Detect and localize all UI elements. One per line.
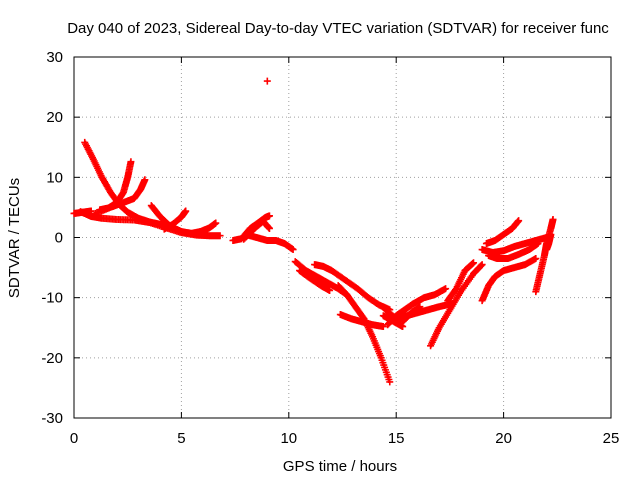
- grid: [74, 57, 611, 418]
- x-tick-label: 20: [495, 430, 512, 447]
- data-point: [263, 77, 271, 85]
- data-point: [534, 240, 542, 248]
- x-tick-label: 0: [70, 430, 78, 447]
- data-point: [477, 261, 485, 269]
- data-point: [478, 261, 486, 269]
- data-point: [265, 212, 273, 220]
- y-tick-label: -10: [41, 290, 63, 307]
- series-track-4: [91, 176, 149, 217]
- data-point: [547, 230, 555, 238]
- series-track-29: [543, 230, 555, 254]
- series-track-14: [296, 267, 334, 294]
- y-tick-label: 30: [46, 49, 63, 66]
- x-tick-label: 10: [280, 430, 297, 447]
- y-tick-label: 20: [46, 109, 63, 126]
- data-point: [416, 303, 424, 311]
- data-point: [470, 259, 478, 267]
- series-track-20: [381, 300, 456, 323]
- x-tick-label: 5: [177, 430, 185, 447]
- x-tick-label: 25: [603, 430, 620, 447]
- series-track-16: [334, 282, 394, 386]
- data-point: [216, 232, 224, 240]
- series-track-23: [444, 259, 478, 305]
- data-point: [532, 255, 540, 263]
- series-track-22: [427, 261, 486, 350]
- series-track-17: [336, 311, 387, 331]
- data-point: [212, 219, 220, 227]
- data-point: [442, 285, 450, 293]
- x-axis-label: GPS time / hours: [283, 458, 397, 475]
- data-point: [515, 217, 523, 225]
- series-track-24: [478, 255, 540, 305]
- data-point: [326, 286, 334, 294]
- y-tick-label: 0: [55, 230, 63, 247]
- series-track-25: [482, 217, 523, 248]
- chart-title: Day 040 of 2023, Sidereal Day-to-day VTE…: [67, 20, 609, 37]
- y-axis-label: SDTVAR / TECUs: [6, 178, 23, 298]
- series-track-15: [311, 261, 394, 314]
- series-track-6: [160, 207, 190, 233]
- series-track-7: [188, 219, 220, 237]
- series-track-27: [485, 240, 542, 263]
- data-point: [87, 207, 95, 215]
- series-track-12: [263, 77, 271, 85]
- data-point: [127, 158, 135, 166]
- y-tick-label: -30: [41, 410, 63, 427]
- data-point: [289, 246, 297, 254]
- data-point: [379, 323, 387, 331]
- data-point: [141, 176, 149, 184]
- series-track-21: [399, 303, 424, 326]
- data-points: [70, 77, 557, 386]
- series-track-11: [240, 217, 273, 243]
- y-tick-label: 10: [46, 169, 63, 186]
- axis-ticks: 0 5 10 15 20 25 -30 -20 -10 0 10 20 30: [41, 49, 619, 447]
- x-tick-label: 15: [388, 430, 405, 447]
- data-point: [182, 207, 190, 215]
- y-tick-label: -20: [41, 350, 63, 367]
- data-point: [549, 215, 557, 223]
- data-point: [265, 224, 273, 232]
- series-track-8: [70, 207, 95, 217]
- data-point: [386, 378, 394, 386]
